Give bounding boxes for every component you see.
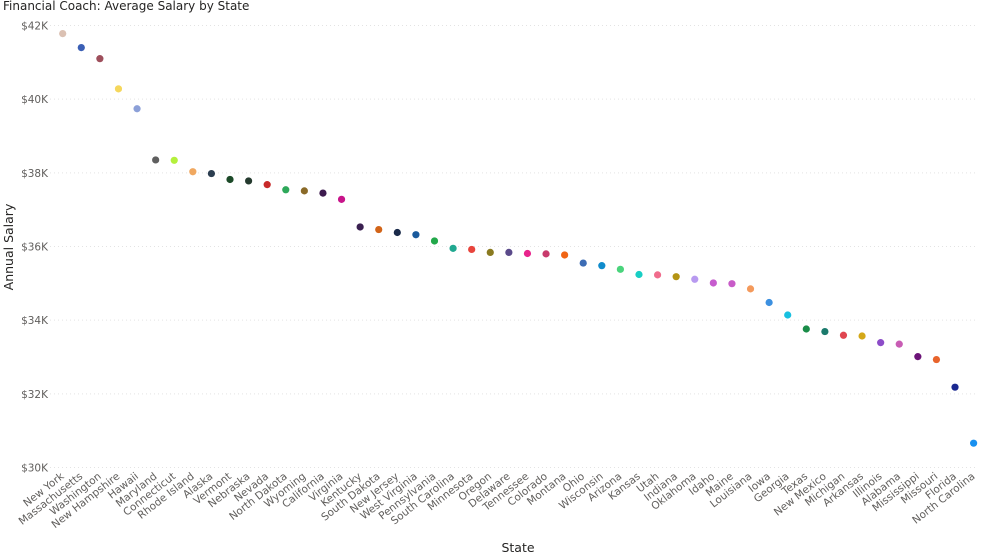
data-point [691, 275, 699, 283]
data-point [96, 55, 104, 63]
data-point [449, 244, 457, 252]
data-point [784, 311, 792, 319]
data-point [877, 339, 885, 347]
data-point [542, 250, 550, 258]
data-point [672, 273, 680, 281]
data-point [951, 383, 959, 391]
data-point [375, 225, 383, 234]
data-point [932, 355, 941, 364]
data-point [468, 245, 476, 254]
data-point [579, 259, 587, 267]
data-point [821, 327, 829, 336]
data-point [59, 30, 67, 38]
data-point [189, 168, 197, 176]
data-point [226, 175, 234, 184]
y-tick-label: $42K [21, 21, 49, 33]
data-point [561, 251, 569, 259]
data-point [300, 187, 308, 195]
data-point [709, 279, 717, 287]
data-point [486, 248, 494, 256]
data-point [393, 228, 401, 237]
data-point [77, 44, 85, 52]
data-point [802, 325, 810, 333]
data-point [970, 439, 978, 447]
data-point [616, 265, 625, 273]
data-point [765, 298, 773, 307]
data-point [412, 231, 420, 239]
data-point [430, 237, 439, 245]
data-point [263, 181, 271, 189]
x-axis-label: State [501, 540, 534, 555]
data-point [114, 85, 123, 93]
y-tick-label: $40K [21, 94, 49, 106]
data-point [152, 156, 160, 164]
data-point [598, 262, 606, 270]
y-tick-label: $36K [21, 242, 49, 254]
data-point [282, 186, 290, 194]
data-point [895, 340, 903, 348]
data-point [728, 280, 736, 288]
data-point [319, 189, 327, 197]
data-point [523, 249, 532, 258]
data-point [839, 331, 848, 339]
data-point [914, 353, 922, 361]
data-point [170, 156, 178, 164]
data-point [746, 285, 755, 293]
data-point [635, 270, 643, 279]
data-point [653, 271, 662, 279]
y-tick-label: $34K [21, 315, 49, 327]
data-point [245, 177, 253, 185]
y-tick-label: $38K [21, 168, 49, 180]
data-point [133, 105, 141, 113]
data-point [207, 169, 216, 178]
y-tick-label: $30K [21, 463, 49, 475]
y-tick-label: $32K [21, 389, 49, 401]
chart-title: Financial Coach: Average Salary by State [3, 0, 250, 13]
data-point [858, 332, 866, 340]
data-point [505, 248, 513, 256]
data-point [356, 223, 364, 231]
data-point [337, 195, 346, 203]
y-axis-label: Annual Salary [1, 203, 16, 290]
